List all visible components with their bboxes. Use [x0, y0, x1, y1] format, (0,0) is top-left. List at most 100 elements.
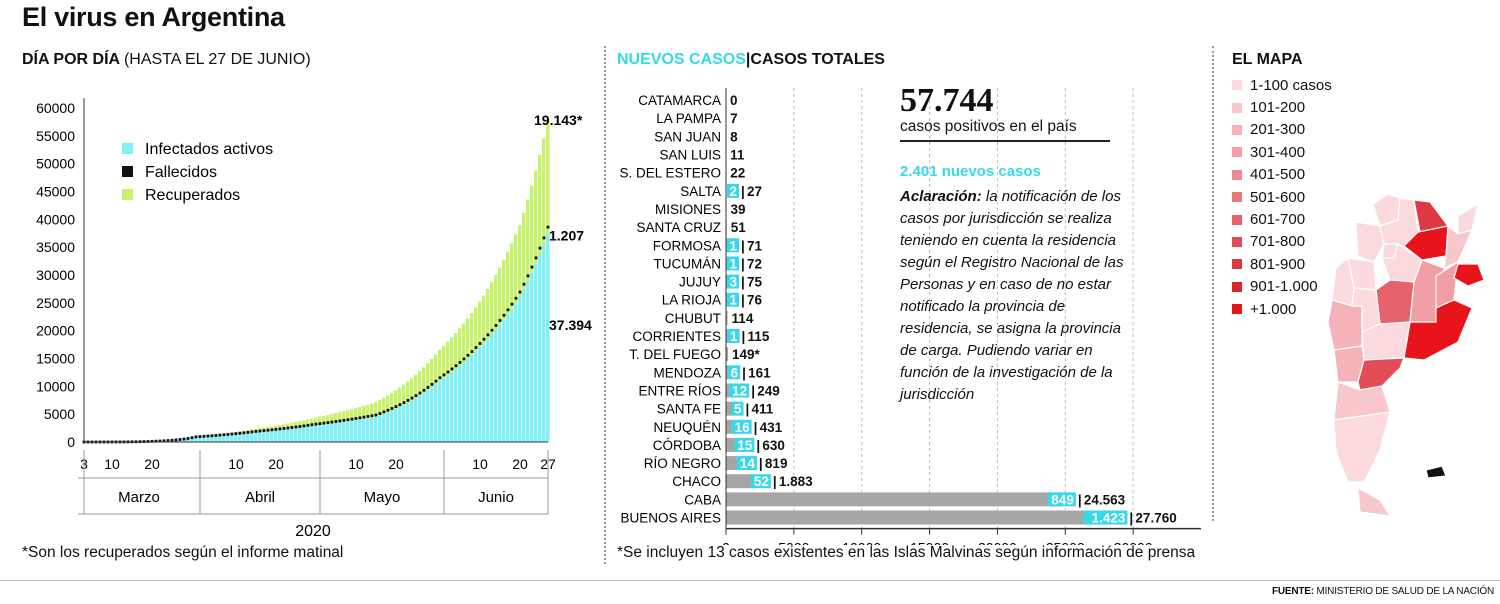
y-tick-label: 10000	[36, 378, 75, 394]
bar-activos	[386, 412, 390, 442]
new-cases-label: 16	[735, 420, 751, 435]
panel-divider-right	[1212, 46, 1214, 521]
bar-recuperados	[290, 422, 294, 429]
bar-recuperados	[338, 412, 342, 423]
heading-new-cases: NUEVOS CASOS	[617, 51, 746, 68]
bar-recuperados	[430, 359, 434, 388]
bar-activos	[414, 398, 418, 442]
bar-activos	[410, 400, 414, 442]
bar-activos	[546, 233, 550, 442]
legend-swatch-recuperados	[122, 189, 133, 200]
map-legend-swatch	[1232, 169, 1242, 180]
point-fallecidos	[418, 391, 422, 395]
total-cases-label: 51	[731, 220, 747, 235]
point-fallecidos	[202, 434, 206, 438]
bar-total	[726, 456, 738, 471]
new-cases-label: 1	[730, 329, 738, 344]
province-label: CORRIENTES	[632, 329, 721, 344]
point-fallecidos	[326, 421, 330, 424]
bar-activos	[250, 432, 254, 442]
bar-recuperados	[362, 405, 366, 419]
point-fallecidos	[522, 282, 526, 286]
point-fallecidos	[290, 426, 294, 429]
map-legend-swatch	[1232, 236, 1242, 247]
point-fallecidos	[474, 346, 478, 349]
point-fallecidos	[190, 436, 194, 440]
bar-activos	[522, 289, 526, 442]
bar-activos	[462, 362, 466, 442]
source-line: FUENTE: MINISTERIO DE SALUD DE LA NACIÓN	[1272, 586, 1494, 597]
bar-separator: |	[754, 420, 758, 435]
bar-activos	[254, 431, 258, 442]
point-fallecidos	[358, 416, 362, 420]
bar-activos	[218, 435, 222, 442]
bar-recuperados	[286, 423, 290, 429]
point-fallecidos	[302, 424, 306, 428]
bar-activos	[490, 334, 494, 442]
x-tick-label: 10	[228, 456, 244, 472]
total-cases-label: 8	[730, 129, 738, 144]
bar-recuperados	[402, 384, 406, 405]
bar-recuperados	[426, 363, 430, 391]
bar-recuperados	[374, 402, 378, 417]
total-cases-label: 630	[762, 438, 785, 453]
x-tick-label: 20	[144, 456, 160, 472]
bar-activos	[258, 431, 262, 442]
point-fallecidos	[482, 337, 486, 341]
point-fallecidos	[506, 308, 510, 312]
clarification-bold: Aclaración:	[900, 188, 982, 205]
bar-recuperados	[422, 367, 426, 394]
province-label: MISIONES	[655, 202, 721, 217]
map-legend-swatch	[1232, 192, 1242, 203]
point-fallecidos	[198, 435, 202, 438]
bar-activos	[494, 329, 498, 442]
province-label: JUJUY	[679, 275, 721, 290]
point-fallecidos	[542, 236, 546, 240]
bar-new	[731, 401, 744, 416]
province-label: CHUBUT	[665, 311, 721, 326]
point-fallecidos	[230, 432, 234, 436]
bar-activos	[186, 438, 190, 442]
total-cases-label: 71	[747, 238, 763, 253]
bar-separator: |	[741, 275, 745, 290]
point-fallecidos	[266, 428, 270, 432]
total-cases-label: 27	[747, 184, 762, 199]
bar-activos	[274, 430, 278, 442]
point-fallecidos	[490, 328, 494, 332]
y-tick-label: 60000	[36, 100, 75, 116]
x-tick-label: 20	[512, 456, 528, 472]
point-fallecidos	[282, 427, 286, 430]
total-cases-label: 431	[760, 420, 783, 435]
bar-recuperados	[434, 354, 438, 385]
bar-recuperados	[410, 378, 414, 401]
legend-label-activos: Infectados activos	[145, 141, 273, 158]
province-label: SANTA CRUZ	[636, 220, 721, 235]
point-fallecidos	[470, 350, 474, 353]
bar-activos	[438, 380, 442, 442]
bar-activos	[322, 424, 326, 442]
bar-separator: |	[741, 293, 745, 308]
bar-activos	[538, 254, 542, 442]
point-fallecidos	[446, 370, 450, 374]
new-cases-label: 1.423	[1092, 511, 1126, 526]
map-legend-item: 101-200	[1232, 96, 1332, 118]
total-cases-label: 76	[747, 293, 763, 308]
point-fallecidos	[354, 417, 358, 420]
bar-activos	[342, 421, 346, 442]
bar-activos	[182, 439, 186, 442]
bottom-rule	[0, 580, 1500, 581]
bar-activos	[246, 432, 250, 442]
bar-activos	[514, 303, 518, 442]
bar-activos	[222, 435, 226, 442]
point-fallecidos	[442, 373, 446, 377]
province-label: LA PAMPA	[656, 111, 721, 126]
source-text: MINISTERIO DE SALUD DE LA NACIÓN	[1316, 586, 1494, 597]
bar-activos	[506, 314, 510, 442]
point-fallecidos	[458, 361, 462, 364]
bar-new	[727, 329, 740, 344]
argentina-map	[1327, 193, 1485, 517]
map-legend-item: 401-500	[1232, 164, 1332, 186]
map-legend-label: 101-200	[1250, 99, 1306, 117]
bar-recuperados	[390, 392, 394, 411]
point-fallecidos	[546, 225, 550, 229]
